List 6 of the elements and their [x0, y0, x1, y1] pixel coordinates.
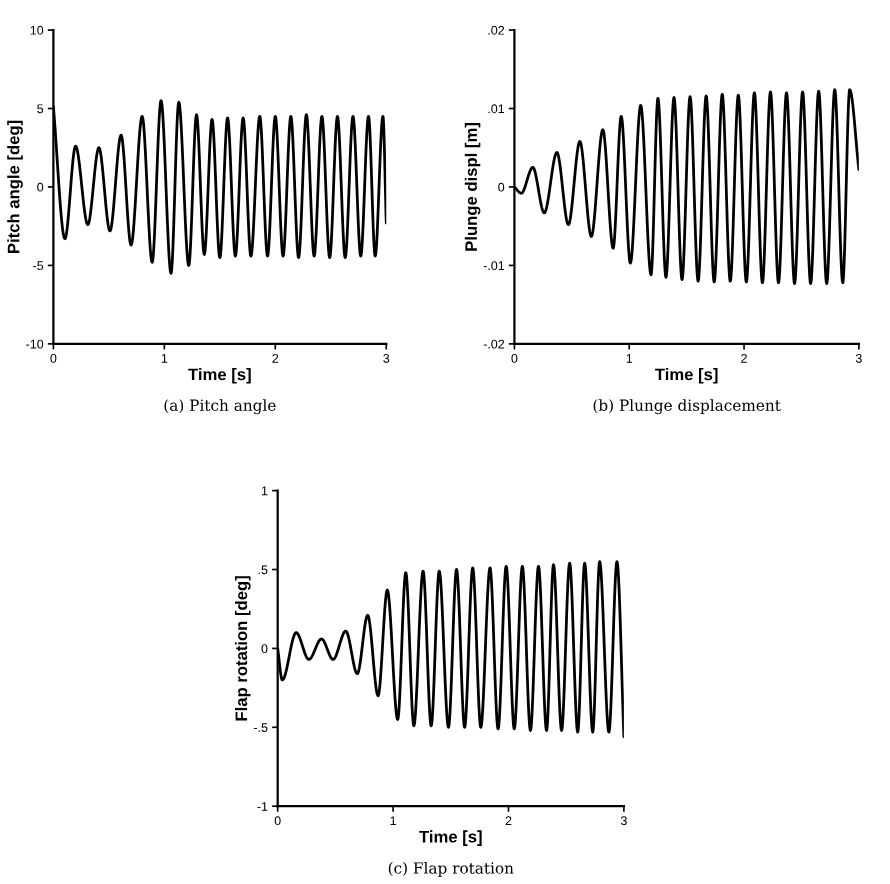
y-axis-title: Pitch angle [deg] [7, 120, 23, 253]
x-axis-title: Time [s] [419, 830, 482, 846]
x-axis-title: Time [s] [188, 368, 251, 384]
x-axis-title: Time [s] [655, 368, 718, 384]
y-axis-title: Plunge displ [m] [464, 123, 481, 251]
y-axis-title: Flap rotation [deg] [234, 576, 251, 721]
